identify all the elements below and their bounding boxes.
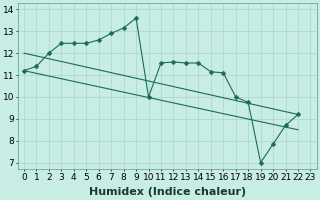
X-axis label: Humidex (Indice chaleur): Humidex (Indice chaleur) — [89, 187, 246, 197]
